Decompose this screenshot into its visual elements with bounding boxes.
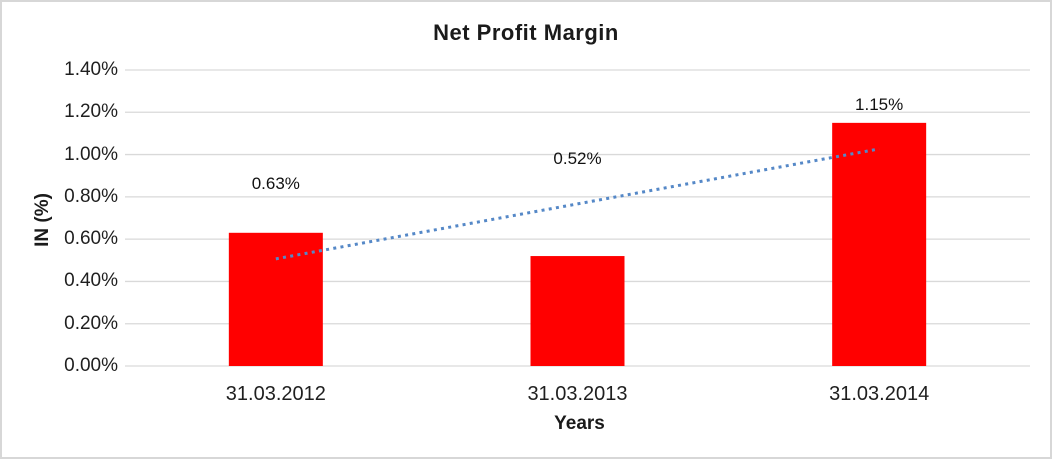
bar-data-label: 0.52% <box>553 149 602 168</box>
y-tick-label: 0.20% <box>64 312 118 334</box>
x-tick-label: 31.03.2012 <box>225 383 326 405</box>
x-axis-title: Years <box>554 413 605 434</box>
bar <box>228 232 323 366</box>
x-tick-label: 31.03.2013 <box>527 383 628 405</box>
bar-data-label: 1.15% <box>855 95 904 114</box>
y-tick-label: 0.60% <box>64 228 118 250</box>
y-tick-label: 0.80% <box>64 185 118 207</box>
trendline <box>275 147 880 261</box>
y-tick-label: 1.00% <box>64 143 118 165</box>
y-tick-label: 1.40% <box>64 59 118 80</box>
chart-title: Net Profit Margin <box>433 20 619 45</box>
x-tick-label: 31.03.2014 <box>829 383 930 405</box>
bar-data-label: 0.63% <box>251 174 300 193</box>
y-tick-label: 0.00% <box>64 355 118 376</box>
bar <box>832 122 927 366</box>
y-tick-label: 1.20% <box>64 101 118 123</box>
y-tick-label: 0.40% <box>64 270 118 292</box>
bar <box>530 256 625 366</box>
